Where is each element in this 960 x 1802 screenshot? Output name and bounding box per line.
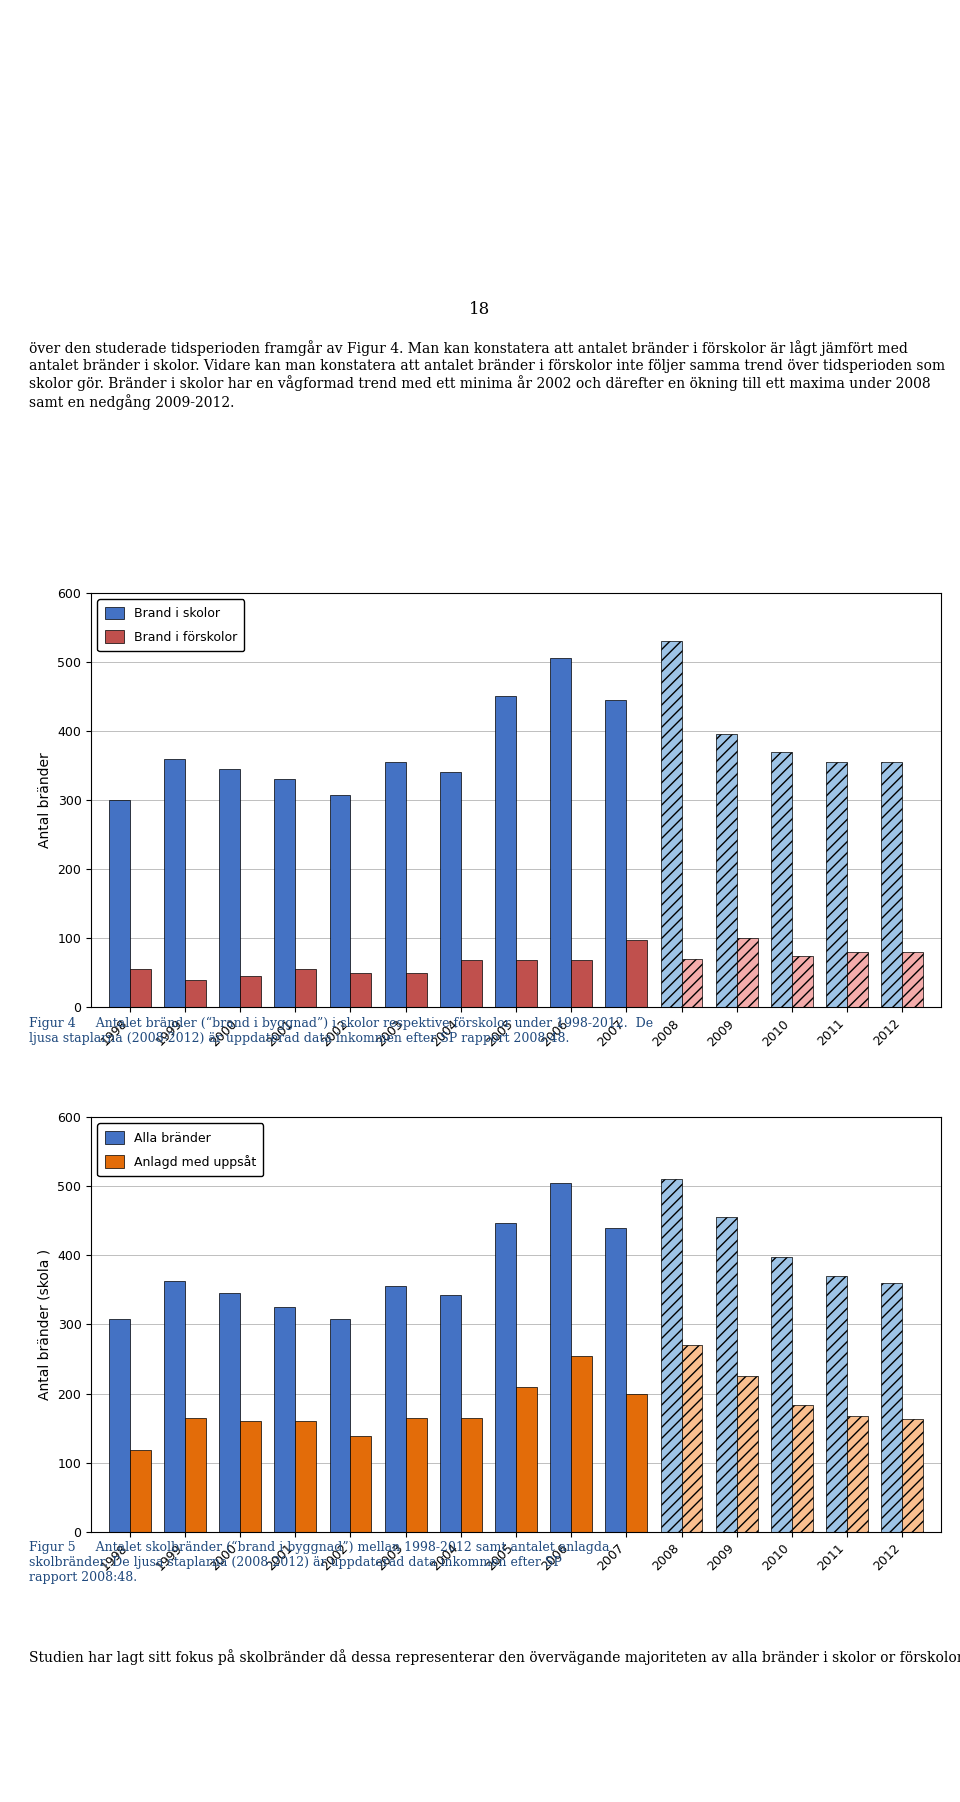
- Bar: [736, 939, 757, 1007]
- Bar: [275, 778, 296, 1007]
- Bar: [716, 1218, 736, 1532]
- Legend: Brand i skolor, Brand i förskolor: Brand i skolor, Brand i förskolor: [98, 598, 245, 651]
- Bar: [164, 759, 185, 1007]
- Bar: [296, 1422, 316, 1532]
- Bar: [847, 951, 868, 1007]
- Bar: [240, 1422, 261, 1532]
- Bar: [440, 1296, 461, 1532]
- Bar: [550, 658, 571, 1007]
- Bar: [571, 960, 592, 1007]
- Bar: [275, 1306, 296, 1532]
- Text: 18: 18: [469, 301, 491, 317]
- Bar: [881, 1283, 902, 1532]
- Bar: [461, 1418, 482, 1532]
- Bar: [350, 973, 372, 1007]
- Bar: [516, 960, 537, 1007]
- Bar: [606, 699, 626, 1007]
- Bar: [716, 735, 736, 1007]
- Bar: [385, 762, 406, 1007]
- Bar: [660, 1179, 682, 1532]
- Text: över den studerade tidsperioden framgår av Figur 4. Man kan konstatera att antal: över den studerade tidsperioden framgår …: [29, 341, 945, 409]
- Bar: [219, 1294, 240, 1532]
- Text: Figur 5     Antalet skolbränder (“brand i byggnad”) mellan 1998-2012 samt antale: Figur 5 Antalet skolbränder (“brand i by…: [29, 1541, 610, 1584]
- Bar: [626, 1393, 647, 1532]
- Text: Studien har lagt sitt fokus på skolbränder då dessa representerar den övervägand: Studien har lagt sitt fokus på skolbränd…: [29, 1649, 960, 1665]
- Bar: [516, 1388, 537, 1532]
- Bar: [185, 1418, 206, 1532]
- Bar: [771, 1258, 792, 1532]
- Bar: [792, 1406, 813, 1532]
- Bar: [736, 1377, 757, 1532]
- Bar: [881, 762, 902, 1007]
- Bar: [329, 795, 350, 1007]
- Bar: [771, 751, 792, 1007]
- Bar: [185, 980, 206, 1007]
- Bar: [130, 1451, 151, 1532]
- Bar: [406, 1418, 426, 1532]
- Legend: Alla bränder, Anlagd med uppsåt: Alla bränder, Anlagd med uppsåt: [98, 1123, 263, 1177]
- Bar: [461, 960, 482, 1007]
- Bar: [108, 800, 130, 1007]
- Text: Figur 4     Antalet bränder (“brand i byggnad”) i skolor respektive förskolor un: Figur 4 Antalet bränder (“brand i byggna…: [29, 1016, 653, 1045]
- Bar: [826, 762, 847, 1007]
- Bar: [682, 1344, 703, 1532]
- Bar: [130, 969, 151, 1007]
- Bar: [826, 1276, 847, 1532]
- Bar: [385, 1287, 406, 1532]
- Y-axis label: Antal bränder (skola ): Antal bränder (skola ): [38, 1249, 52, 1400]
- Bar: [219, 769, 240, 1007]
- Bar: [164, 1281, 185, 1532]
- Bar: [108, 1319, 130, 1532]
- Bar: [606, 1227, 626, 1532]
- Bar: [902, 1420, 924, 1532]
- Bar: [660, 642, 682, 1007]
- Bar: [406, 973, 426, 1007]
- Bar: [495, 1224, 516, 1532]
- Bar: [902, 951, 924, 1007]
- Bar: [682, 959, 703, 1007]
- Bar: [329, 1319, 350, 1532]
- Bar: [626, 941, 647, 1007]
- Bar: [296, 969, 316, 1007]
- Bar: [440, 773, 461, 1007]
- Bar: [847, 1416, 868, 1532]
- Y-axis label: Antal bränder: Antal bränder: [38, 751, 52, 849]
- Bar: [571, 1355, 592, 1532]
- Bar: [240, 977, 261, 1007]
- Bar: [350, 1436, 372, 1532]
- Bar: [550, 1182, 571, 1532]
- Bar: [495, 696, 516, 1007]
- Bar: [792, 955, 813, 1007]
